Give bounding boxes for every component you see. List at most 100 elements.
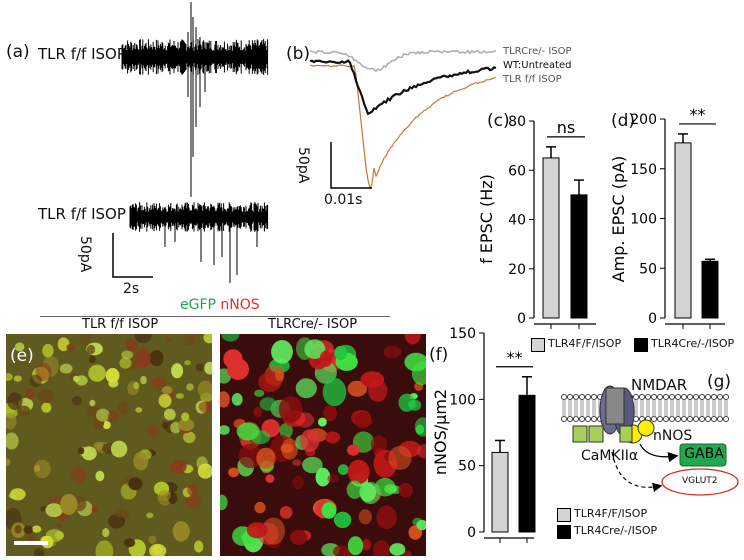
- lipid-head: [716, 393, 724, 401]
- cell-blob: [161, 386, 173, 395]
- cell-blob: [73, 375, 80, 382]
- cell-blob: [198, 401, 212, 413]
- cell-blob: [254, 389, 265, 397]
- y-tick-label: 50: [458, 459, 476, 475]
- cell-blob: [70, 466, 87, 485]
- cell-blob: [26, 388, 35, 400]
- cell-blob: [183, 335, 195, 346]
- micrograph-tlr-ff: [6, 334, 212, 556]
- cell-blob: [117, 400, 129, 415]
- cell-blob: [358, 509, 372, 525]
- y-tick-label: 100: [630, 212, 657, 228]
- cell-blob: [280, 443, 294, 453]
- micro-left-title: TLR f/f ISOP: [82, 317, 159, 332]
- cell-blob: [347, 536, 364, 556]
- cell-blob: [6, 432, 19, 450]
- cell-blob: [29, 374, 42, 387]
- cell-blob: [376, 505, 397, 530]
- lipid-head: [656, 415, 664, 423]
- panel-a-trace2: [129, 202, 269, 283]
- legend-f-item2: TLR4Cre/-/ISOP: [574, 524, 658, 537]
- cell-blob: [41, 402, 52, 413]
- cell-blob: [187, 483, 199, 497]
- lipid-head: [680, 393, 688, 401]
- trace-wt: [309, 59, 497, 116]
- cell-blob: [177, 418, 195, 432]
- cell-blob: [416, 444, 426, 459]
- lipid-head: [560, 415, 568, 423]
- cell-blob: [23, 525, 33, 535]
- stain-labels: eGFP nNOS: [180, 297, 260, 313]
- lipid-head: [722, 415, 730, 423]
- cell-blob: [333, 511, 352, 529]
- legend-b-ff: TLR f/f ISOP: [503, 74, 562, 85]
- cell-blob: [304, 339, 326, 359]
- panel-g-label: (g): [707, 372, 732, 392]
- cell-blob: [322, 377, 347, 407]
- cell-blob: [135, 348, 151, 368]
- stain-nnos: nNOS: [220, 297, 260, 313]
- lipid-head: [716, 415, 724, 423]
- cell-blob: [404, 334, 421, 345]
- arrow-to-gaba: [639, 443, 679, 463]
- cell-blob: [368, 379, 388, 402]
- gaba-box: [679, 443, 727, 467]
- cell-blob: [275, 369, 284, 381]
- cell-blob: [236, 422, 260, 441]
- cell-blob: [347, 459, 370, 485]
- cell-blob: [152, 544, 163, 555]
- panel-a-label: (a): [6, 42, 30, 62]
- divider-line: [40, 316, 390, 317]
- cell-blob: [254, 501, 266, 514]
- cell-blob: [359, 482, 377, 502]
- legend-cd-item2: TLR4Cre/-/ISOP: [651, 337, 735, 350]
- cell-blob: [292, 459, 302, 466]
- lipid-head: [674, 393, 682, 401]
- cell-blob: [227, 358, 249, 381]
- label-camk: CaMKIIα: [581, 448, 639, 464]
- lipid-head: [650, 393, 658, 401]
- cell-blob: [220, 425, 230, 435]
- cell-blob: [315, 467, 331, 487]
- cell-blob: [14, 524, 22, 534]
- cell-blob: [166, 336, 173, 343]
- cell-blob: [123, 538, 136, 548]
- lipid-head: [662, 415, 670, 423]
- cell-blob: [134, 334, 152, 344]
- cell-blob: [183, 431, 196, 444]
- cell-blob: [221, 334, 240, 342]
- panel-b-scalebar: [330, 142, 372, 189]
- lipid-head: [698, 415, 706, 423]
- lipid-head: [560, 393, 568, 401]
- significance-label: ns: [557, 118, 575, 137]
- cell-blob: [354, 411, 372, 429]
- cell-blob: [346, 444, 360, 456]
- lipid-head: [692, 415, 700, 423]
- cell-blob: [398, 393, 416, 412]
- cell-blob: [194, 540, 204, 553]
- cell-blob: [171, 363, 184, 379]
- lipid-head: [674, 415, 682, 423]
- y-tick-label: 150: [630, 162, 657, 178]
- cell-blob: [172, 521, 190, 542]
- lipid-head: [578, 393, 586, 401]
- cell-blob: [186, 383, 194, 391]
- cell-blob: [102, 528, 110, 538]
- lipid-head: [590, 393, 598, 401]
- legend-f-swatch-cre: [557, 525, 571, 539]
- cell-blob: [388, 446, 412, 470]
- cell-blob: [231, 393, 243, 406]
- panel-a-scalebar: [112, 233, 153, 278]
- cell-blob: [220, 494, 228, 511]
- micrograph-cells: [220, 334, 426, 556]
- cell-blob: [325, 431, 341, 444]
- label-vglut: VGLUT2: [682, 476, 718, 486]
- cell-blob: [158, 490, 171, 501]
- cell-blob: [279, 423, 293, 439]
- cell-blob: [93, 441, 104, 450]
- cell-blob: [398, 483, 413, 498]
- cell-blob: [318, 417, 327, 427]
- cell-blob: [135, 407, 143, 413]
- cell-blob: [91, 505, 99, 514]
